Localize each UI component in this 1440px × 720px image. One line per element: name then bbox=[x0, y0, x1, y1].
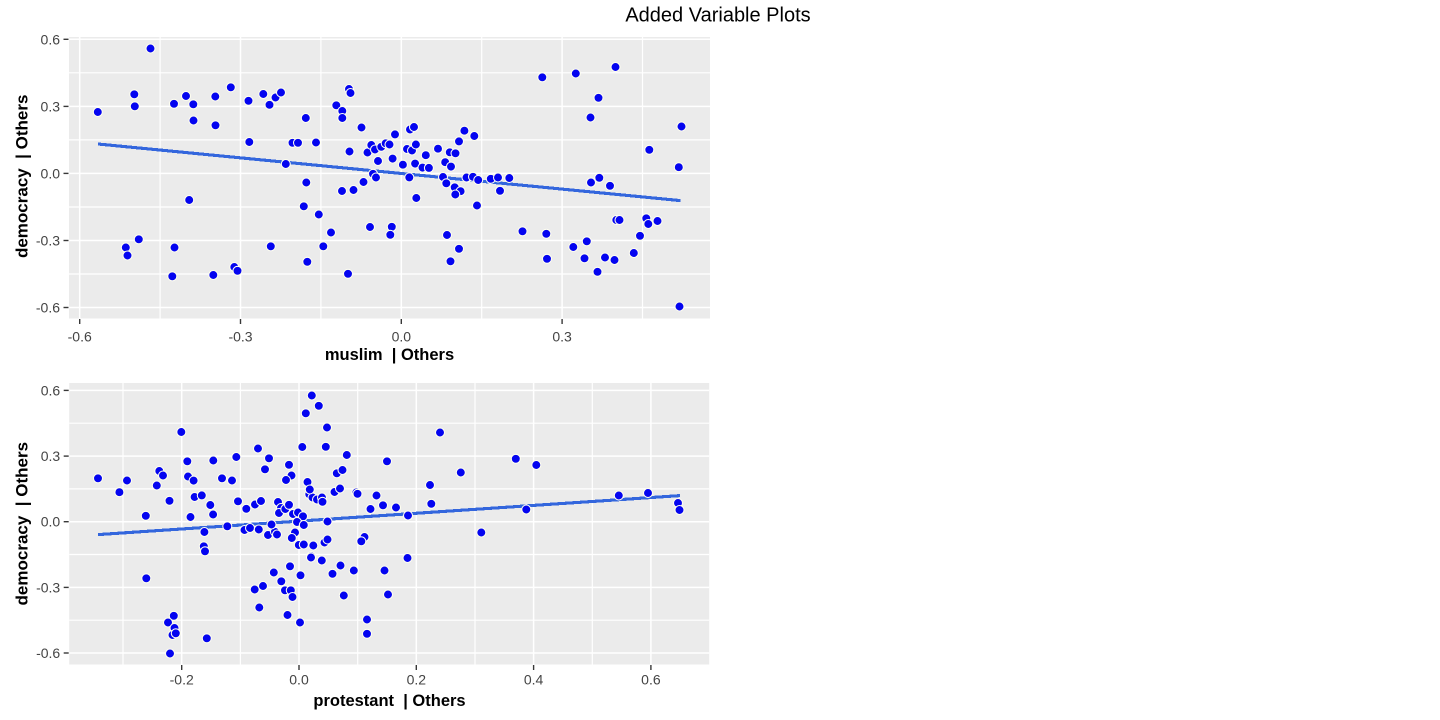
svg-text:0.0: 0.0 bbox=[41, 514, 61, 530]
svg-text:0.2: 0.2 bbox=[407, 672, 427, 688]
svg-text:0.6: 0.6 bbox=[41, 382, 61, 398]
svg-text:0.0: 0.0 bbox=[41, 165, 61, 181]
svg-text:Added Variable Plots: Added Variable Plots bbox=[625, 5, 810, 27]
svg-text:muslim | Others: muslim | Others bbox=[325, 346, 454, 364]
svg-text:0.3: 0.3 bbox=[552, 329, 572, 345]
svg-text:0.0: 0.0 bbox=[289, 672, 309, 688]
svg-text:-0.3: -0.3 bbox=[228, 329, 252, 345]
svg-text:0.6: 0.6 bbox=[41, 31, 61, 47]
svg-text:-0.6: -0.6 bbox=[36, 300, 60, 316]
svg-text:protestant | Others: protestant | Others bbox=[313, 692, 465, 710]
svg-text:-0.2: -0.2 bbox=[170, 672, 194, 688]
svg-text:democracy | Others: democracy | Others bbox=[13, 95, 32, 258]
svg-text:0.6: 0.6 bbox=[641, 672, 661, 688]
svg-text:democracy | Others: democracy | Others bbox=[13, 442, 32, 606]
svg-text:0.4: 0.4 bbox=[524, 672, 544, 688]
svg-text:-0.6: -0.6 bbox=[68, 329, 92, 345]
svg-text:-0.6: -0.6 bbox=[36, 645, 60, 661]
svg-text:0.3: 0.3 bbox=[41, 98, 61, 114]
svg-text:-0.3: -0.3 bbox=[36, 233, 60, 249]
svg-text:0.3: 0.3 bbox=[41, 448, 61, 464]
svg-text:-0.3: -0.3 bbox=[36, 579, 60, 595]
svg-text:0.0: 0.0 bbox=[392, 329, 412, 345]
